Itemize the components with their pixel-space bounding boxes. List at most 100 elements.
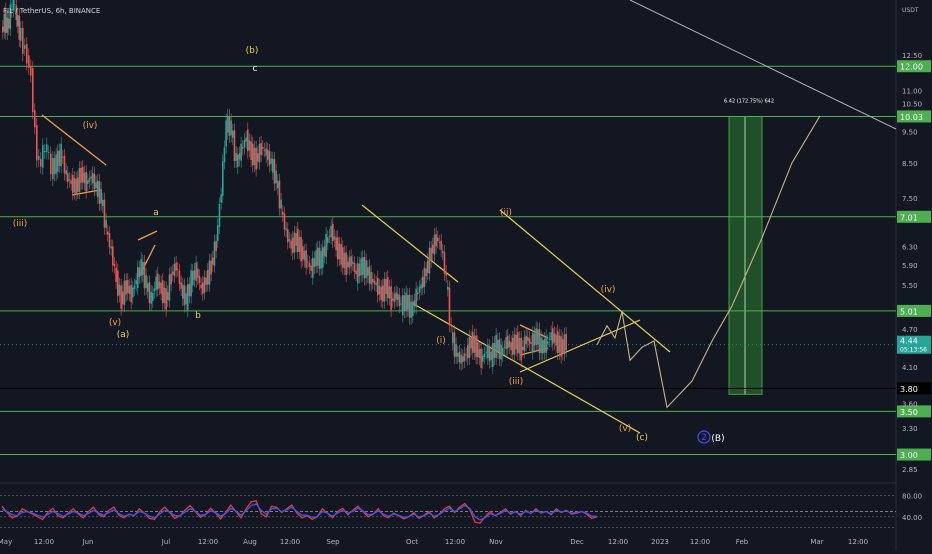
candle-body [385, 279, 387, 295]
candle-body [278, 180, 281, 209]
wedge-line-4 [519, 324, 549, 339]
candle-body [515, 334, 517, 350]
wave-label-1: (iv) [83, 121, 98, 131]
candle-body [400, 303, 402, 305]
candle-body [417, 292, 419, 295]
x-tick-5: Aug [243, 538, 257, 546]
candle-body [198, 276, 201, 284]
candle-body [135, 280, 137, 285]
candle-body [158, 281, 161, 289]
price-tick-10.50: 10.50 [902, 101, 922, 109]
candle-body [527, 336, 529, 341]
candle-body [40, 159, 42, 167]
x-tick-0: May [0, 538, 12, 546]
candle-body [167, 292, 169, 300]
currency-label: USDT [902, 7, 919, 14]
candle-body [487, 345, 489, 358]
candle-body [275, 170, 277, 184]
candle-body [293, 232, 296, 253]
candle-body [123, 280, 126, 305]
candle-body [428, 247, 431, 274]
candle-body [333, 236, 336, 240]
candle-body [245, 137, 247, 142]
candle-body [467, 344, 469, 359]
candle-body [93, 174, 96, 190]
candle-body [178, 270, 181, 284]
candle-body [557, 331, 559, 354]
price-tick-12.50: 12.50 [902, 52, 922, 60]
candle-body [110, 246, 112, 249]
candle-body [267, 149, 269, 160]
level-badge-text-3.00: 3.00 [900, 451, 918, 460]
candle-body [555, 334, 557, 346]
candle-body [450, 324, 452, 326]
candle-body [298, 237, 301, 253]
candle-body [183, 285, 186, 306]
candle-body [115, 267, 117, 282]
candle-body [168, 274, 171, 301]
candle-body [73, 178, 76, 193]
candle-body [493, 343, 496, 359]
candle-body [490, 351, 492, 361]
candle-body [182, 284, 184, 299]
candle-body [147, 283, 149, 292]
candle-body [55, 154, 57, 174]
candle-body [145, 275, 147, 288]
candle-body [250, 141, 252, 160]
candle-body [113, 263, 116, 267]
candle-body [130, 284, 132, 303]
candle-body [403, 295, 406, 312]
candle-body [550, 332, 552, 341]
candle-body [8, 18, 10, 29]
candle-body [317, 247, 319, 266]
candle-body [362, 257, 364, 275]
wedge-line-2 [137, 230, 158, 241]
price-tick-3.60: 3.60 [902, 400, 918, 408]
candle-body [518, 337, 521, 354]
candle-body [83, 172, 86, 184]
candle-body [63, 155, 66, 174]
candle-body [418, 287, 421, 293]
current-price-label: 4.44 [900, 337, 918, 346]
candle-body [223, 147, 226, 163]
candle-body [432, 244, 434, 254]
candle-body [335, 237, 337, 251]
candle-body [327, 237, 329, 244]
candle-body [537, 329, 539, 345]
candle-body [522, 346, 524, 351]
price-tick-6.30: 6.30 [902, 244, 918, 252]
candle-body [323, 246, 326, 257]
wave-label-2: (v) [109, 318, 121, 328]
candle-body [203, 276, 206, 293]
price-tick-7.50: 7.50 [902, 195, 918, 203]
candle-body [310, 265, 312, 271]
price-tick-4.10: 4.10 [902, 364, 918, 372]
candle-body [340, 244, 342, 265]
candle-body [360, 258, 362, 276]
candle-body [175, 262, 177, 271]
candle-body [565, 333, 567, 351]
candle-body [57, 151, 59, 172]
level-badge-5.01 [897, 304, 931, 317]
candle-body [348, 257, 351, 269]
candle-body [90, 176, 92, 179]
candle-body [215, 240, 217, 252]
candle-body [122, 291, 124, 305]
candle-body [72, 174, 74, 194]
candle-body [378, 285, 381, 295]
candle-body [247, 129, 249, 152]
candle-body [377, 277, 379, 296]
candle-body [102, 199, 104, 206]
candle-body [350, 256, 352, 267]
candle-body [460, 354, 462, 364]
candle-body [150, 291, 152, 304]
x-tick-7: Sep [326, 538, 340, 546]
candle-body [528, 338, 531, 344]
candle-body [228, 116, 231, 136]
candle-body [470, 337, 472, 349]
candle-body [120, 285, 122, 309]
candle-body [197, 268, 199, 278]
level-badge-text-5.01: 5.01 [900, 307, 918, 316]
candle-body [28, 55, 30, 68]
